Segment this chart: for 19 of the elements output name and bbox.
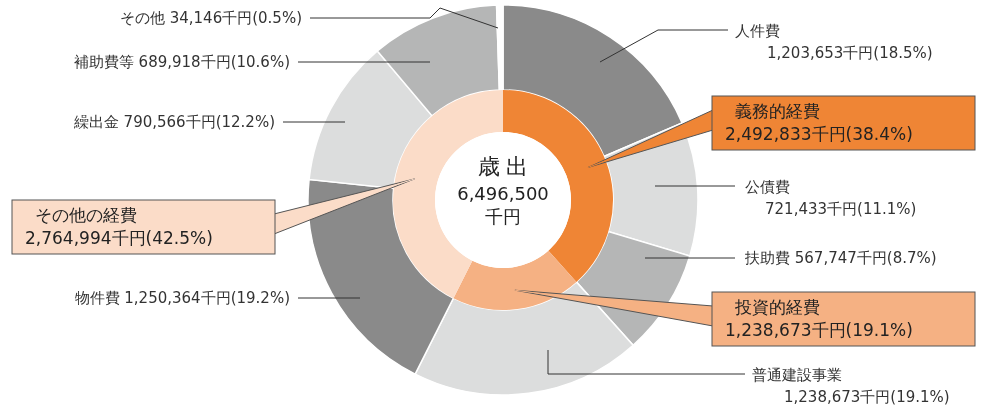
slice-label: その他の経費 (34, 204, 138, 227)
slice-label: 公債費 (745, 177, 791, 198)
data-label: 1,203,653千円(18.5%) (766, 43, 933, 64)
data-label: 1,238,673千円(19.1%) (783, 387, 950, 408)
slice-label: 補助費等 689,918千円(10.6%) (73, 52, 290, 73)
slice-label: 投資的経費 (734, 296, 821, 319)
data-label: 2,492,833千円(38.4%) (725, 123, 914, 146)
data-label: 1,238,673千円(19.1%) (725, 319, 914, 342)
text: 6,496,500千円 (456, 182, 550, 228)
slice-label: 繰出金 790,566千円(12.2%) (73, 112, 275, 133)
slice-label: その他 34,146千円(0.5%) (119, 8, 302, 29)
slice-label: 人件費 (735, 21, 781, 42)
slice-label: 普通建設事業 (752, 365, 843, 386)
slice-label: 義務的経費 (734, 100, 821, 123)
text: 歳 出 (476, 153, 530, 181)
data-label: 721,433千円(11.1%) (764, 199, 917, 220)
slice-label: 扶助費 567,747千円(8.7%) (745, 248, 937, 269)
slice-label: 物件費 1,250,364千円(19.2%) (74, 288, 290, 309)
data-label: 2,764,994千円(42.5%) (25, 227, 214, 250)
